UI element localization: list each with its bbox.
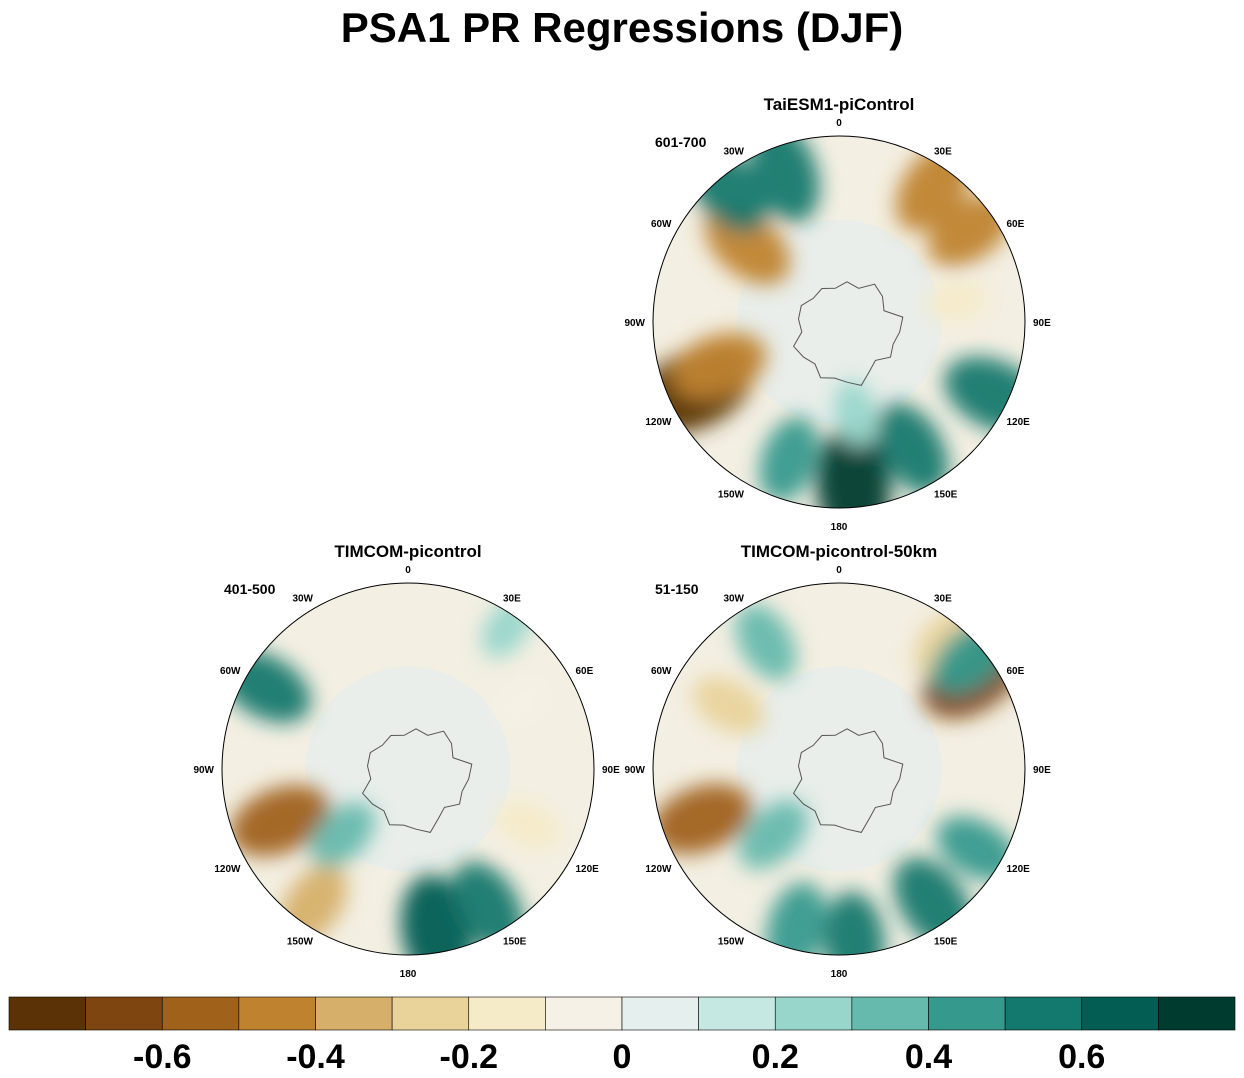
longitude-label: 150E	[934, 937, 958, 948]
map-border	[221, 582, 595, 956]
longitude-label: 90E	[602, 765, 620, 776]
longitude-label: 180	[400, 969, 417, 980]
colorbar-bin	[774, 996, 853, 1031]
longitude-label: 60E	[1007, 219, 1025, 230]
colorbar-tick-label: 0.6	[1058, 1038, 1105, 1076]
colorbar-bin	[1081, 996, 1159, 1031]
panel-title: TaiESM1-piControl	[764, 95, 915, 114]
longitude-label: 180	[831, 969, 848, 980]
colorbar-bin	[315, 996, 393, 1031]
colorbar-bin	[8, 996, 86, 1031]
anomaly-blob	[309, 802, 375, 868]
antarctica-coastline	[792, 728, 904, 833]
map-panel: TaiESM1-piControl 601-700 0 30E 60E 90E 120E 15…	[624, 95, 1051, 533]
colorbar-bin	[85, 996, 163, 1031]
map-field	[653, 583, 1025, 955]
longitude-label: 90W	[193, 765, 214, 776]
colorbar-bin	[545, 996, 623, 1031]
anomaly-blob	[230, 785, 330, 857]
longitude-label: 180	[831, 522, 848, 533]
anomaly-blob	[875, 403, 949, 494]
colorbar-bin	[928, 996, 1006, 1031]
longitude-label: 0	[836, 118, 842, 129]
colorbar-tick-label: -0.6	[133, 1038, 192, 1076]
colorbar-bin	[391, 996, 470, 1031]
longitude-label: 150W	[718, 937, 745, 948]
anomaly-blob	[925, 281, 988, 321]
anomaly-blob	[759, 416, 819, 502]
colorbar-bin	[468, 996, 546, 1031]
map-border	[652, 135, 1026, 509]
colorbar-bin	[851, 996, 929, 1031]
anomaly-blob	[816, 426, 891, 508]
longitude-label: 0	[405, 565, 411, 576]
longitude-label: 30E	[934, 147, 952, 158]
longitude-label: 60W	[651, 666, 672, 677]
colorbar-tick-label: 0	[613, 1038, 632, 1076]
longitude-label: 150E	[934, 490, 958, 501]
colorbar-bin	[621, 996, 699, 1031]
panel-years: 601-700	[655, 134, 707, 150]
colorbar-bin	[161, 996, 240, 1031]
longitude-label: 150E	[503, 937, 527, 948]
map-border	[652, 582, 1026, 956]
colorbar-bin	[238, 996, 316, 1031]
longitude-label: 120E	[1007, 417, 1031, 428]
anomaly-blob	[496, 681, 550, 724]
anomaly-blob	[735, 604, 797, 681]
anomaly-blob	[496, 801, 561, 849]
longitude-label: 60E	[1007, 666, 1025, 677]
longitude-label: 0	[836, 565, 842, 576]
longitude-label: 30E	[934, 594, 952, 605]
colorbar-bin	[1004, 996, 1083, 1031]
longitude-label: 120E	[576, 864, 600, 875]
map-field	[222, 583, 594, 955]
colorbar-bin	[1158, 996, 1236, 1031]
longitude-label: 150W	[287, 937, 314, 948]
colorbar-tick-label: -0.2	[440, 1038, 499, 1076]
longitude-label: 120E	[1007, 864, 1031, 875]
anomaly-blob	[692, 676, 765, 734]
map-panel: TIMCOM-picontrol-50km 51-150 0 30E 60E 90E 120…	[624, 542, 1051, 980]
longitude-label: 90E	[1033, 318, 1051, 329]
colorbar-bin	[698, 996, 776, 1031]
panel-years: 51-150	[655, 581, 699, 597]
longitude-label: 120W	[645, 417, 672, 428]
colorbar-tick-label: 0.2	[752, 1038, 799, 1076]
figure-title: PSA1 PR Regressions (DJF)	[341, 4, 904, 51]
map-panel: TIMCOM-picontrol 401-500 0 30E 60E 90E 120E 150…	[193, 542, 620, 980]
anomaly-blob	[738, 800, 808, 870]
colorbar: -0.6 -0.4 -0.2 0 0.2 0.4 0.6	[8, 996, 1236, 1076]
longitude-label: 150W	[718, 490, 745, 501]
panel-years: 401-500	[224, 581, 276, 597]
colorbar-tick-label: -0.4	[286, 1038, 345, 1076]
map-panels: TaiESM1-piControl 601-700 0 30E 60E 90E 120E 15…	[193, 95, 1051, 980]
colorbar-tick-label: 0.4	[905, 1038, 952, 1076]
longitude-label: 60W	[651, 219, 672, 230]
anomaly-blob	[671, 332, 767, 399]
anomaly-blob	[936, 816, 1018, 882]
panel-title: TIMCOM-picontrol	[334, 542, 481, 561]
longitude-label: 30W	[723, 594, 744, 605]
longitude-label: 120W	[214, 864, 241, 875]
longitude-label: 30W	[292, 594, 313, 605]
anomaly-blob	[833, 380, 877, 448]
longitude-label: 60E	[576, 666, 594, 677]
longitude-label: 30W	[723, 147, 744, 158]
antarctica-coastline	[792, 281, 904, 386]
longitude-label: 60W	[220, 666, 241, 677]
anomaly-blob	[653, 784, 752, 854]
panel-title: TIMCOM-picontrol-50km	[741, 542, 937, 561]
map-field	[653, 136, 1025, 508]
longitude-label: 90E	[1033, 765, 1051, 776]
longitude-label: 120W	[645, 864, 672, 875]
anomaly-blob	[823, 891, 885, 955]
longitude-label: 90W	[624, 765, 645, 776]
longitude-label: 30E	[503, 594, 521, 605]
longitude-label: 90W	[624, 318, 645, 329]
antarctica-coastline	[361, 728, 473, 833]
